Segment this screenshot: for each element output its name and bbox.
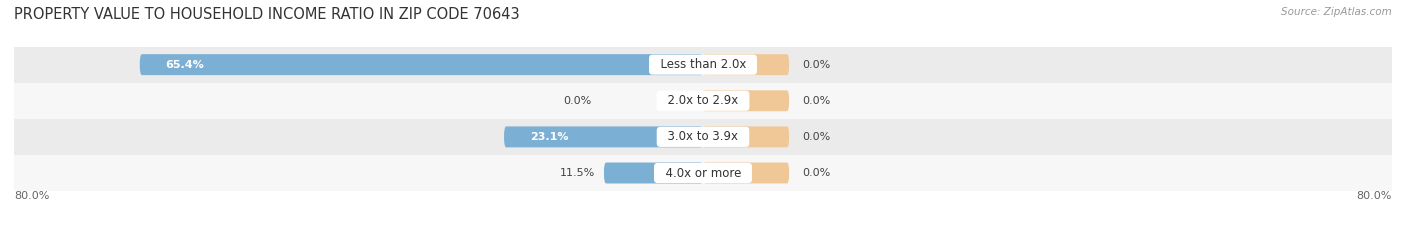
Text: 4.0x or more: 4.0x or more (658, 167, 748, 179)
Bar (14, 83, 1392, 119)
FancyBboxPatch shape (703, 127, 789, 147)
FancyBboxPatch shape (139, 54, 703, 75)
Text: 0.0%: 0.0% (801, 132, 831, 142)
Bar (14, 47, 1392, 83)
Text: 2.0x to 2.9x: 2.0x to 2.9x (661, 94, 745, 107)
Text: 0.0%: 0.0% (562, 96, 591, 106)
FancyBboxPatch shape (703, 54, 789, 75)
FancyBboxPatch shape (505, 127, 703, 147)
Text: 80.0%: 80.0% (1357, 191, 1392, 201)
Bar (14, 119, 1392, 155)
Text: 80.0%: 80.0% (14, 191, 49, 201)
Text: 0.0%: 0.0% (801, 60, 831, 70)
Text: 3.0x to 3.9x: 3.0x to 3.9x (661, 130, 745, 143)
Text: 11.5%: 11.5% (560, 168, 595, 178)
Text: PROPERTY VALUE TO HOUSEHOLD INCOME RATIO IN ZIP CODE 70643: PROPERTY VALUE TO HOUSEHOLD INCOME RATIO… (14, 7, 520, 22)
Text: Less than 2.0x: Less than 2.0x (652, 58, 754, 71)
Text: 0.0%: 0.0% (801, 168, 831, 178)
Text: 23.1%: 23.1% (530, 132, 568, 142)
Text: Source: ZipAtlas.com: Source: ZipAtlas.com (1281, 7, 1392, 17)
FancyBboxPatch shape (703, 90, 789, 111)
Text: 0.0%: 0.0% (801, 96, 831, 106)
Bar (14, 155, 1392, 191)
Text: 65.4%: 65.4% (166, 60, 204, 70)
FancyBboxPatch shape (605, 163, 703, 183)
FancyBboxPatch shape (703, 163, 789, 183)
